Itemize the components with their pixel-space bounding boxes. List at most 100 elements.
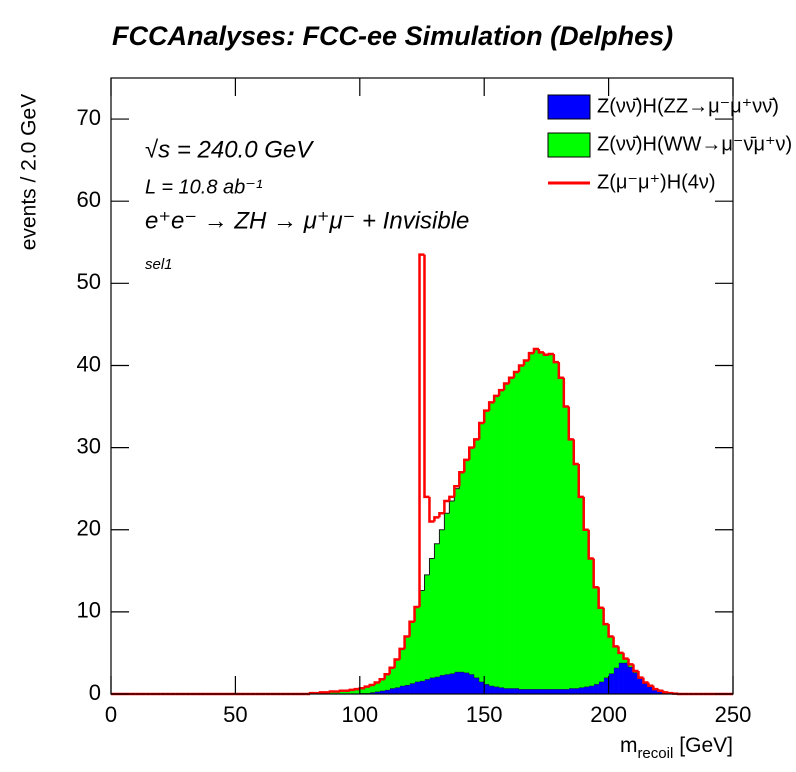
bar [613,667,619,694]
step-line [477,421,485,440]
step-line [612,636,619,648]
step-line [468,446,475,460]
bar [608,636,614,674]
bar-outline [438,529,445,544]
annotation: L = 10.8 ab⁻¹ [145,176,263,198]
bar [484,684,490,694]
step-line [373,681,380,685]
bar [533,689,540,694]
bar [578,496,585,688]
bar [394,659,400,688]
step-line [607,624,614,638]
step-line [363,685,370,689]
bar [344,690,351,694]
bar [618,652,624,663]
bar [588,558,594,686]
step-line [443,499,450,514]
bar [573,688,580,694]
bar [389,688,395,694]
annotation: sel1 [145,256,173,273]
step-line [353,687,360,691]
bar [548,353,555,690]
bar [509,688,515,694]
bar [354,689,361,694]
step-line [602,607,609,626]
x-label-base: m [620,734,638,757]
bar [474,439,480,678]
bar-outline [428,557,435,575]
bar [524,689,530,694]
x-tick-label: 250 [715,702,752,727]
bar [638,678,644,694]
bar [588,685,594,694]
y-tick-label: 30 [77,433,101,458]
bar [454,671,460,694]
bar [399,648,405,686]
step-line [662,690,669,694]
step-line [522,359,529,366]
y-axis-label: events / 2.0 GeV [18,94,41,250]
step-line [403,635,410,649]
chart-title: FCCAnalyses: FCC-ee Simulation (Delphes) [112,21,673,51]
step-line [632,664,639,673]
x-tick-label: 200 [590,702,627,727]
step-line [448,495,455,501]
bar [583,686,589,694]
step-line [537,349,544,354]
bar [578,687,585,694]
step-line [413,605,420,622]
bar [474,677,480,694]
x-tick-label: 150 [466,702,503,727]
legend: Z(νν̄)H(ZZ→μ⁻μ⁺νν̄) Z(νν̄)H(WW→μ⁻ν̄μ⁺ν) Z(… [547,94,792,193]
bar [593,684,599,694]
step-line [547,352,554,356]
step-line [398,647,405,660]
bar [434,543,440,677]
bar [528,689,535,694]
bar [603,677,609,694]
bar [598,607,604,682]
step-line [348,688,355,692]
step-line [378,677,385,683]
bar [469,447,475,675]
bar [563,689,570,694]
step-line [438,512,445,518]
bar [424,679,430,694]
bar [528,353,535,690]
bar [464,672,470,694]
bar [359,688,366,694]
legend-label: Z(νν̄)H(ZZ→μ⁻μ⁺νν̄) [597,95,779,117]
bar [573,464,580,689]
step-line [527,351,534,361]
bar [444,513,450,675]
axes: 0 10 20 30 40 50 60 70 0 50 100 150 200 250 [77,78,752,727]
step-line [497,388,505,396]
step-line [428,496,435,523]
step-line [463,458,470,473]
bar [618,662,624,694]
bar [628,666,634,694]
plot-frame [110,77,734,695]
step-line [408,620,415,637]
bar [454,488,460,672]
step-line [512,370,520,378]
bar [384,689,390,694]
bar [439,675,445,694]
bar [479,422,485,682]
bar [643,683,649,694]
step-line [423,254,430,499]
bar [439,529,445,676]
bar [349,689,356,694]
bar [603,624,609,678]
step-line [507,376,515,384]
step-line [318,691,325,694]
bar [379,690,385,694]
bar [459,671,465,694]
step-line [328,690,335,693]
bar [519,365,525,690]
legend-swatch [547,94,591,120]
annotation: e⁺e⁻ → ZH → μ⁺μ⁻ + Invisible [145,207,469,234]
